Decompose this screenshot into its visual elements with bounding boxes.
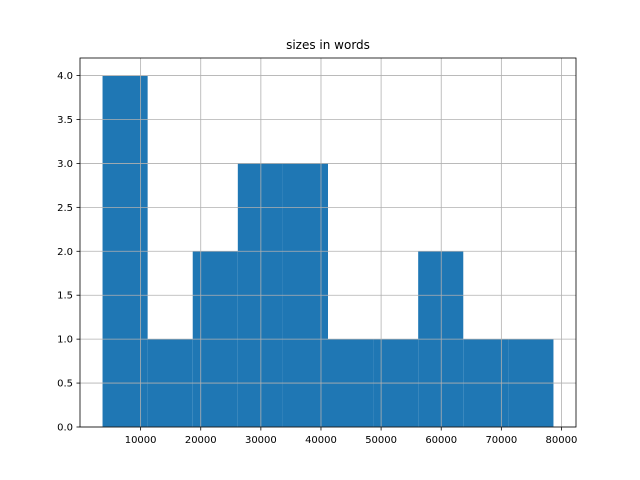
x-tick-label: 40000 [305,435,337,446]
x-tick-label: 10000 [125,435,157,446]
y-tick-label: 0.5 [57,379,73,390]
x-tick-label: 60000 [425,435,457,446]
x-tick-label: 70000 [485,435,517,446]
y-tick-label: 1.5 [57,291,73,302]
y-tick-label: 1.0 [57,335,73,346]
x-tick-label: 80000 [546,435,578,446]
y-tick-label: 2.0 [57,247,73,258]
y-tick-label: 4.0 [57,71,73,82]
y-tick-label: 3.0 [57,159,73,170]
y-tick-label: 2.5 [57,203,73,214]
x-tick-label: 30000 [245,435,277,446]
y-tick-label: 3.5 [57,115,73,126]
x-tick-label: 20000 [185,435,217,446]
chart-title: sizes in words [286,38,370,52]
plot-frame [79,57,577,428]
y-tick-label: 0.0 [57,423,73,434]
x-tick-label: 50000 [365,435,397,446]
